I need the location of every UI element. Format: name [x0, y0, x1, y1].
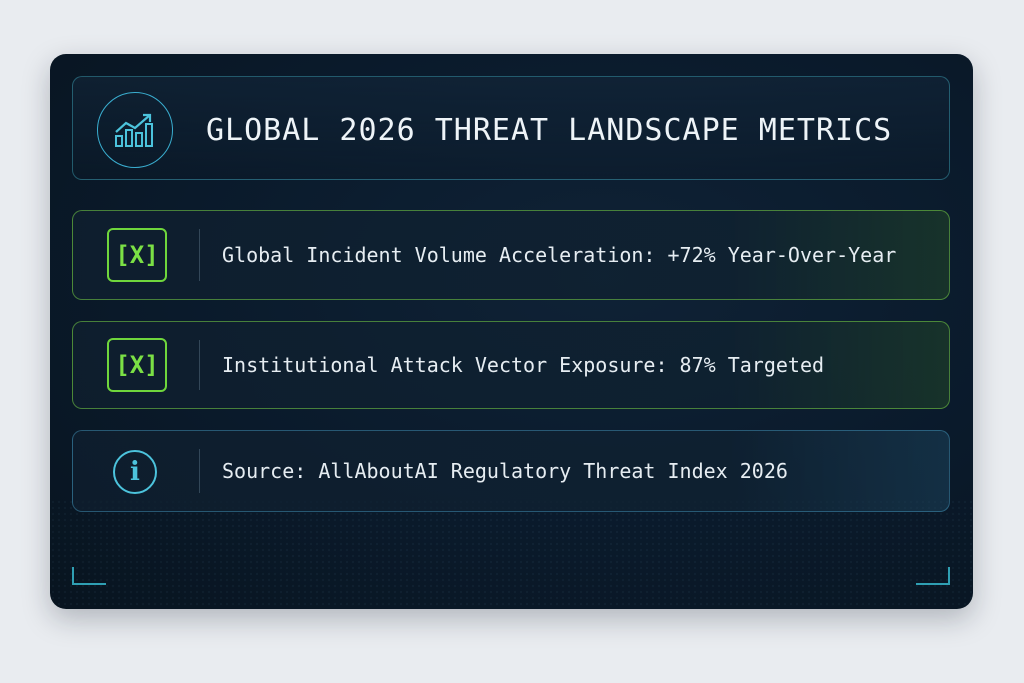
- x-badge-icon: [X]: [107, 228, 167, 282]
- corner-accent: [930, 160, 950, 180]
- corner-accent: [930, 76, 950, 96]
- metric-row-attack-vector: [X] Institutional Attack Vector Exposure…: [72, 321, 950, 409]
- dot-pattern: [50, 499, 973, 609]
- divider: [199, 340, 200, 390]
- metric-text: Global Incident Volume Acceleration: +72…: [222, 243, 897, 267]
- divider: [199, 229, 200, 281]
- metric-row-incident-volume: [X] Global Incident Volume Acceleration:…: [72, 210, 950, 300]
- trending-chart-icon: [97, 92, 173, 168]
- header-panel: GLOBAL 2026 THREAT LANDSCAPE METRICS: [72, 76, 950, 180]
- info-icon: i: [113, 450, 157, 494]
- metrics-card: GLOBAL 2026 THREAT LANDSCAPE METRICS [X]…: [50, 54, 973, 609]
- corner-accent: [72, 160, 92, 180]
- corner-bracket-bottom-left: [72, 567, 106, 585]
- source-text: Source: AllAboutAI Regulatory Threat Ind…: [222, 459, 788, 483]
- corner-accent: [72, 76, 92, 96]
- source-row: i Source: AllAboutAI Regulatory Threat I…: [72, 430, 950, 512]
- x-badge-icon: [X]: [107, 338, 167, 392]
- corner-bracket-bottom-right: [916, 567, 950, 585]
- divider: [199, 449, 200, 493]
- metric-text: Institutional Attack Vector Exposure: 87…: [222, 353, 825, 377]
- page-title: GLOBAL 2026 THREAT LANDSCAPE METRICS: [206, 113, 893, 148]
